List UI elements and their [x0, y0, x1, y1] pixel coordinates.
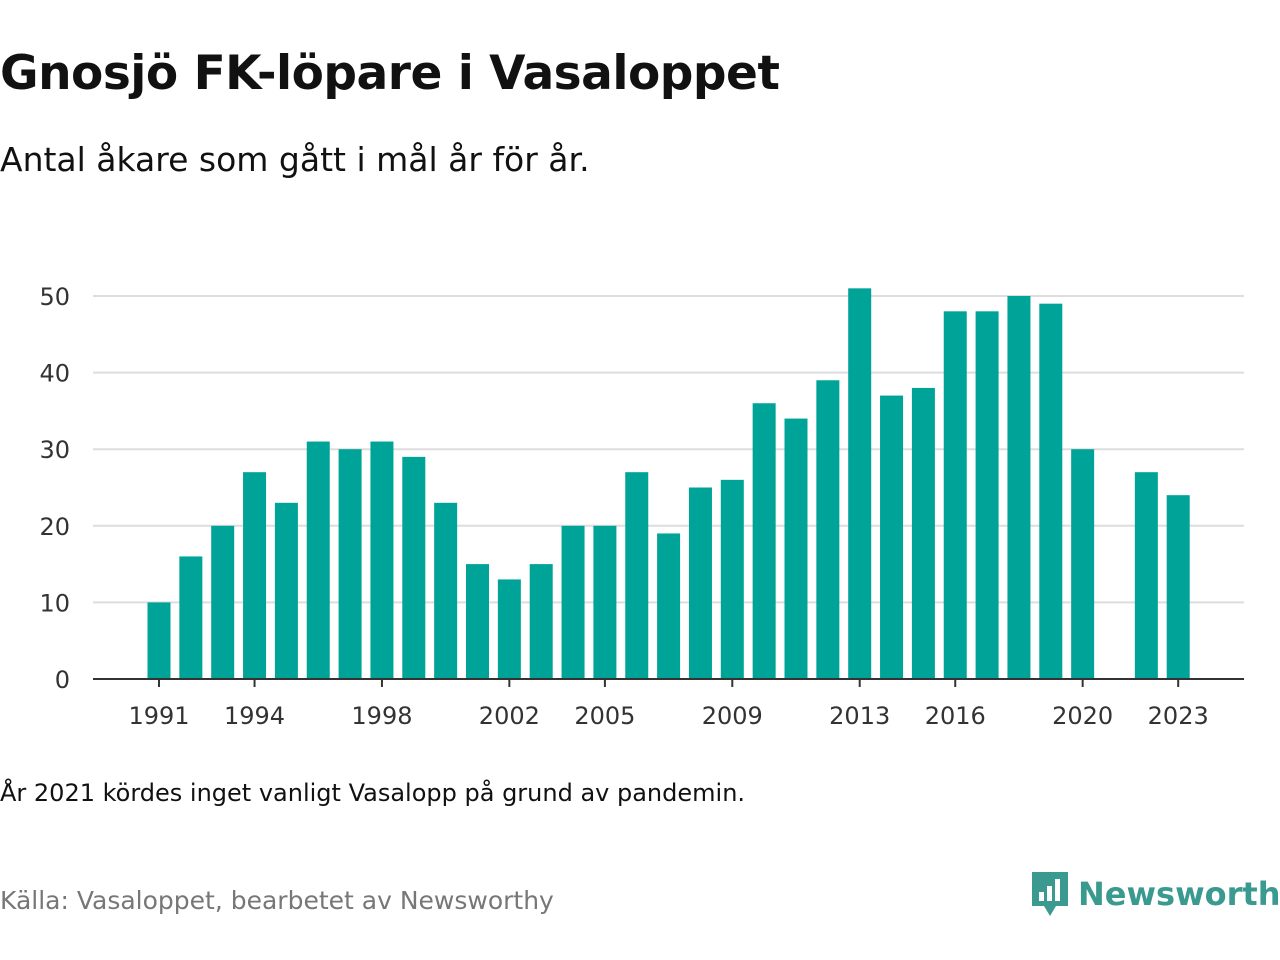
bar-1996 — [306, 441, 330, 679]
y-tick-label: 50 — [39, 283, 70, 311]
bar-2010 — [752, 403, 776, 679]
bar-2009 — [720, 479, 744, 679]
bar-2014 — [880, 395, 904, 679]
bar-2016 — [943, 311, 967, 679]
chart-title: Gnosjö FK-löpare i Vasaloppet — [0, 46, 780, 101]
bar-2011 — [784, 418, 808, 679]
footnote: År 2021 kördes inget vanligt Vasalopp på… — [0, 779, 746, 807]
bar-2017 — [975, 311, 999, 679]
bar-2015 — [911, 387, 935, 679]
bar-2012 — [816, 380, 840, 679]
x-tick-label: 2005 — [574, 702, 635, 730]
bar-chart: 0 10 20 30 40 50 1991 1994 1998 2002 2005 2009 2013 2… — [39, 283, 1244, 730]
bar-2000 — [434, 502, 458, 679]
chart-subtitle: Antal åkare som gått i mål år för år. — [0, 140, 590, 179]
y-tick-label: 40 — [39, 360, 70, 388]
newsworthy-logo: Newsworthy — [1030, 870, 1280, 918]
bar-1993 — [211, 525, 235, 679]
bar-1999 — [402, 456, 426, 679]
bar-1997 — [338, 449, 362, 679]
bar-2004 — [561, 525, 585, 679]
bar-2019 — [1039, 303, 1063, 679]
x-tick-label: 1994 — [224, 702, 285, 730]
bar-2003 — [529, 564, 553, 679]
newsworthy-logo-icon — [1032, 872, 1068, 916]
bars — [147, 288, 1190, 679]
bar-2002 — [497, 579, 521, 679]
x-tick-label: 1998 — [351, 702, 412, 730]
bar-2020 — [1071, 449, 1095, 679]
x-tick-label: 2013 — [829, 702, 890, 730]
bar-2013 — [848, 288, 872, 679]
x-tick-label: 2023 — [1148, 702, 1209, 730]
y-tick-label: 30 — [39, 436, 70, 464]
brand-name: Newsworthy — [1078, 875, 1280, 913]
x-tick-label: 2002 — [479, 702, 540, 730]
axes: 0 10 20 30 40 50 1991 1994 1998 2002 2005 2009 2013 2… — [39, 283, 1244, 730]
bar-2022 — [1134, 472, 1158, 679]
y-tick-label: 10 — [39, 589, 70, 617]
bar-1994 — [243, 472, 267, 679]
bar-2008 — [688, 487, 712, 679]
x-tick-label: 1991 — [128, 702, 189, 730]
bar-1991 — [147, 602, 171, 679]
x-tick-label: 2009 — [702, 702, 763, 730]
x-tick-label: 2020 — [1052, 702, 1113, 730]
bar-2007 — [657, 533, 681, 679]
bar-2006 — [625, 472, 649, 679]
source-credit: Källa: Vasaloppet, bearbetet av Newswort… — [0, 886, 554, 915]
bar-1995 — [274, 502, 298, 679]
y-tick-label: 0 — [55, 666, 70, 694]
y-tick-label: 20 — [39, 513, 70, 541]
bar-2018 — [1007, 296, 1031, 679]
bar-1998 — [370, 441, 394, 679]
bar-1992 — [179, 556, 203, 679]
bar-2001 — [466, 564, 489, 679]
bar-2023 — [1166, 495, 1190, 679]
x-tick-label: 2016 — [925, 702, 986, 730]
bar-2005 — [593, 525, 617, 679]
